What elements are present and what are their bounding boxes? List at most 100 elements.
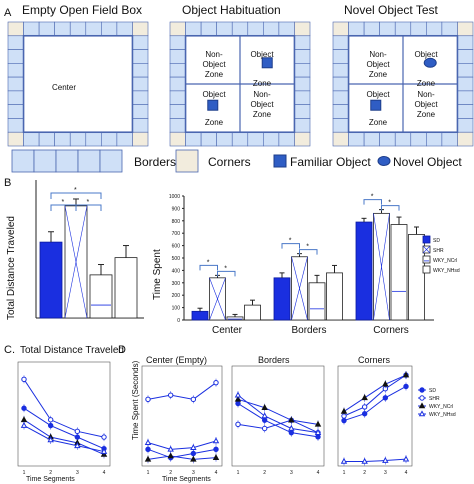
- border-tile: [394, 21, 412, 37]
- border-tile: [294, 76, 311, 92]
- border-tile: [294, 90, 311, 105]
- border-tile: [263, 21, 280, 37]
- x-tick-label: 4: [103, 470, 106, 476]
- panel-a-legend: [11, 149, 391, 173]
- border-tile: [200, 21, 217, 37]
- y-tick-label: 900: [172, 206, 181, 212]
- data-point: [314, 420, 322, 427]
- familiar-object: [370, 99, 382, 111]
- data-point: [213, 446, 219, 453]
- data-point: [402, 371, 410, 378]
- data-point: [361, 394, 368, 401]
- series-line: [147, 382, 217, 400]
- y-tick-label: 100: [172, 306, 181, 312]
- open-field-box-empty: [7, 21, 149, 147]
- bar: [39, 241, 63, 319]
- series-line: [147, 455, 217, 460]
- legend-label: WKY_NHsd: [433, 268, 460, 274]
- data-point: [361, 404, 368, 410]
- border-tile: [216, 131, 233, 147]
- x-tick-label: 1: [237, 470, 240, 476]
- legend-label: WKY_NCrl: [429, 404, 453, 410]
- corner-tile: [457, 131, 474, 147]
- legend-borders-label: Borders: [134, 155, 176, 169]
- border-tile: [457, 63, 474, 78]
- significance-bracket: [199, 264, 218, 271]
- corner-tile: [294, 21, 311, 37]
- bar-hatch: [64, 205, 88, 319]
- x-tick-label: 1: [147, 470, 150, 476]
- border-tile: [457, 118, 474, 133]
- border-tile: [332, 49, 349, 64]
- legend-novel-label: Novel Object: [393, 155, 462, 169]
- border-tile: [263, 131, 280, 147]
- legend-label: WKY_NHsd: [429, 412, 456, 418]
- corner-tile: [7, 131, 24, 147]
- bar: [326, 272, 343, 321]
- x-tick-label: 4: [317, 470, 320, 476]
- data-point: [213, 379, 219, 386]
- legend-border-tile: [33, 149, 57, 173]
- border-tile: [441, 131, 458, 147]
- plot-frame: [17, 361, 111, 467]
- time-spent-line-charts: 1 2 3 4 1 2 3 4 1 2 3 4: [141, 365, 413, 476]
- significance-bracket: [299, 249, 318, 255]
- corner-tile: [132, 131, 149, 147]
- open-field-box-novel: [332, 21, 474, 147]
- y-tick-label: 0: [177, 318, 180, 324]
- d-title-center: Center (Empty): [146, 355, 207, 365]
- corner-tile: [169, 131, 186, 147]
- data-point: [144, 439, 152, 445]
- border-tile: [200, 131, 217, 147]
- distance-bar-chart: * * *: [35, 180, 144, 319]
- bar: [89, 274, 113, 319]
- c-title: Total Distance Traveled: [20, 345, 124, 356]
- d-ylabel: Time Spent (Seconds): [131, 360, 140, 440]
- data-point: [212, 437, 220, 444]
- border-tile: [7, 49, 24, 64]
- border-tile: [116, 21, 133, 37]
- legend-border-tile: [77, 149, 101, 173]
- data-point: [288, 424, 295, 431]
- y-tick-label: 700: [172, 231, 181, 237]
- data-point: [190, 450, 197, 457]
- legend-label: SD: [429, 388, 436, 394]
- x-tick-label: 2: [49, 470, 52, 476]
- significance-star: *: [371, 194, 374, 201]
- bar-hatch: [209, 277, 226, 321]
- panel-b: B Total Distance Traveled * * * Time Spent…: [4, 177, 460, 336]
- zone-label: Non-Object Zone: [366, 50, 390, 79]
- panel-letter-a: A: [4, 7, 12, 19]
- border-tile: [7, 104, 24, 119]
- border-tile: [278, 131, 295, 147]
- border-tile: [441, 21, 458, 37]
- border-tile: [363, 131, 380, 147]
- bar: [191, 310, 209, 321]
- significance-bracket: [381, 205, 400, 211]
- border-tile: [169, 118, 186, 133]
- data-point: [74, 434, 81, 440]
- legend-corner-tile: [175, 149, 199, 173]
- border-tile: [332, 63, 349, 78]
- border-tile: [247, 21, 264, 37]
- plot-frame: [141, 365, 223, 467]
- significance-star: *: [74, 187, 77, 194]
- zone-label: Object: [202, 90, 226, 99]
- bar-hatch: [373, 213, 390, 321]
- y-tick-label: 300: [172, 281, 181, 287]
- zone-label: Zone: [205, 118, 224, 127]
- open-field-box-habituation: [169, 21, 311, 147]
- significance-bracket: [50, 192, 102, 199]
- data-point: [419, 395, 425, 401]
- series-line: [237, 403, 319, 438]
- bar: [308, 282, 326, 321]
- data-point: [167, 392, 174, 398]
- panel-d-legend: SD SHR WKY_NCrl WKY_NHsd: [418, 387, 456, 418]
- border-tile: [38, 131, 55, 147]
- significance-star: *: [224, 265, 227, 272]
- panel-letter-d: D: [118, 344, 126, 356]
- zone-label: Zone: [417, 79, 436, 88]
- y-tick-label: 800: [172, 219, 181, 225]
- series-line: [237, 419, 319, 434]
- border-tile: [7, 90, 24, 105]
